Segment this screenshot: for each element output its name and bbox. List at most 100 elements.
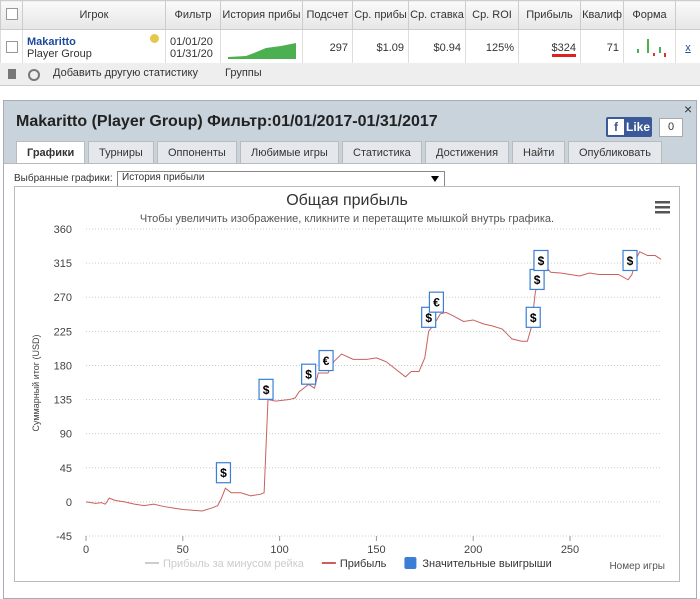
x-tick-label: 250	[561, 544, 579, 556]
chart-subtitle: Чтобы увеличить изображение, кликните и …	[140, 213, 554, 225]
col-header[interactable]: Подсчет	[302, 0, 353, 30]
select-arrow	[431, 176, 439, 186]
win-flag: $	[529, 268, 545, 291]
stats-table: Игрок Фильтр История прибы Подсчет Ср. п…	[0, 0, 700, 67]
y-axis-label: Суммарный итог (USD)	[31, 334, 41, 431]
select-all[interactable]	[0, 0, 23, 30]
x-tick-label: 150	[367, 544, 385, 556]
col-header[interactable]: Прибыль	[518, 0, 581, 30]
like-button[interactable]: f Like	[606, 117, 652, 137]
y-tick-label: 90	[60, 429, 72, 441]
flag-box	[428, 291, 445, 313]
player-cell: Makaritto Player Group	[22, 29, 166, 67]
data-row: Makaritto Player Group 01/01/20 01/31/20 2…	[0, 29, 700, 67]
toolbar: Добавить другую статистику Группы	[0, 63, 700, 86]
flag-label: $	[627, 254, 634, 268]
col-header[interactable]: Игрок	[22, 0, 166, 30]
tab[interactable]: Графики	[16, 141, 86, 164]
like-text: Like	[626, 120, 651, 134]
close-button[interactable]: ×	[684, 101, 693, 117]
flag-label: $	[220, 466, 227, 480]
win-flag: $	[215, 462, 232, 484]
filter-cell: 01/01/20 01/31/20	[165, 29, 221, 67]
y-tick-label: -45	[56, 531, 72, 543]
award-icon	[150, 34, 159, 43]
legend-swatch	[404, 557, 417, 569]
flag-label: $	[263, 383, 270, 397]
chart-select[interactable]: История прибыли	[117, 171, 445, 187]
y-tick-label: 360	[54, 224, 72, 236]
y-tick-label: 225	[54, 326, 72, 338]
col-header[interactable]: Ср. прибы	[352, 0, 409, 30]
menu-icon[interactable]	[655, 201, 670, 214]
col-header[interactable]: Квалиф	[580, 0, 624, 30]
win-flag: $	[301, 363, 317, 385]
win-flag: $	[258, 378, 274, 400]
flag-label: €	[323, 354, 330, 368]
legend-label[interactable]: Значительные выигрыши	[422, 558, 551, 570]
fb-icon: f	[608, 119, 624, 135]
legend-label[interactable]: Прибыль	[340, 558, 387, 570]
flag-label: $	[425, 311, 432, 325]
win-flag: €	[318, 349, 334, 372]
groups-menu[interactable]: Группы	[225, 67, 262, 79]
legend-label[interactable]: Прибыль за минусом рейка	[163, 558, 305, 570]
sparkline	[228, 42, 296, 59]
header-row: Игрок Фильтр История прибы Подсчет Ср. п…	[0, 0, 700, 30]
cell: $0.94	[408, 29, 466, 67]
tab[interactable]: Найти	[512, 141, 566, 163]
cell: 125%	[465, 29, 519, 67]
flag-box	[215, 462, 232, 484]
flag-box	[258, 378, 274, 400]
tab[interactable]: Турниры	[88, 141, 154, 163]
cell: $1.09	[352, 29, 409, 67]
y-tick-label: 0	[66, 497, 72, 509]
group-name: Player Group	[27, 48, 92, 60]
date: 01/31/20	[170, 48, 213, 60]
win-flag: $	[525, 306, 541, 328]
flag-box	[301, 363, 317, 385]
select-value: История прибыли	[122, 172, 205, 183]
flag-label: $	[534, 273, 541, 287]
x-tick-label: 200	[464, 544, 482, 556]
player-name[interactable]: Makaritto	[27, 36, 76, 48]
flag-label: $	[538, 254, 545, 268]
cell: 297	[302, 29, 353, 67]
col-header[interactable]: История прибы	[220, 0, 303, 30]
panel-title: Makaritto (Player Group) Фильтр:01/01/20…	[16, 113, 438, 130]
col-header[interactable]: Фильтр	[165, 0, 221, 30]
col-header[interactable]: Ср. ставка	[408, 0, 466, 30]
flag-box	[318, 349, 334, 372]
x-axis-label: Номер игры	[609, 561, 665, 572]
y-tick-label: 270	[54, 292, 72, 304]
profit-cell: $324	[518, 29, 581, 67]
row-check[interactable]	[0, 29, 23, 67]
delete-icon[interactable]	[8, 69, 16, 79]
tab[interactable]: Статистика	[342, 141, 422, 163]
tab-rule	[4, 163, 696, 164]
col-header[interactable]: Форма	[623, 0, 676, 30]
col-header[interactable]: Ср. ROI	[465, 0, 519, 30]
tab[interactable]: Любимые игры	[240, 141, 339, 163]
tab[interactable]: Достижения	[425, 141, 510, 163]
profit-line	[85, 251, 662, 512]
flag-box	[533, 249, 549, 272]
refresh-icon[interactable]	[28, 69, 40, 81]
flag-box	[622, 249, 638, 272]
y-tick-label: 180	[54, 360, 72, 372]
y-tick-label: 45	[60, 463, 72, 475]
tab[interactable]: Опубликовать	[568, 141, 662, 163]
win-flag: $	[533, 249, 549, 272]
panel: Makaritto (Player Group) Фильтр:01/01/20…	[3, 100, 697, 599]
date: 01/01/20	[170, 36, 213, 48]
form-cell	[623, 29, 676, 67]
profit: $324	[551, 42, 576, 57]
tab[interactable]: Оппоненты	[157, 141, 237, 163]
win-flag: $	[622, 249, 638, 272]
add-stat[interactable]: Добавить другую статистику	[53, 67, 198, 79]
x-tick-label: 0	[83, 544, 89, 556]
chart-title: Общая прибыль	[286, 192, 408, 209]
remove-link[interactable]: x	[675, 29, 700, 67]
flag-label: $	[305, 368, 312, 382]
